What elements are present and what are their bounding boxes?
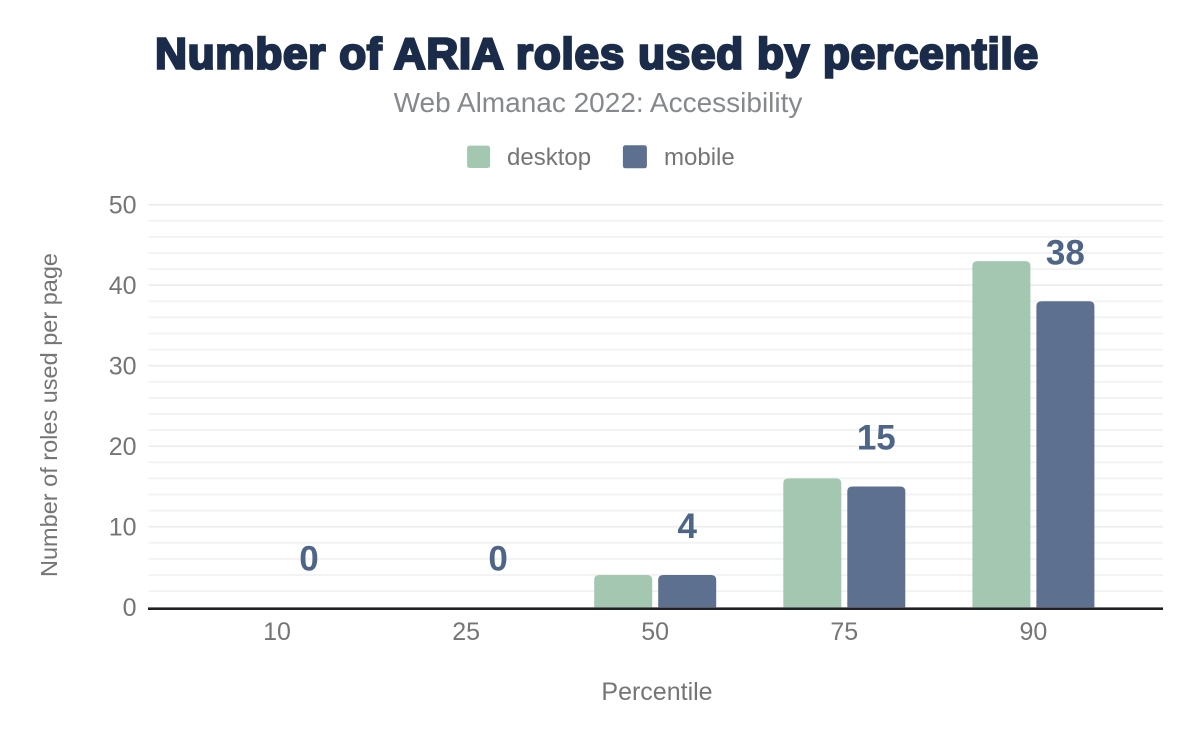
svg-text:38: 38 <box>1046 234 1085 273</box>
svg-text:20: 20 <box>109 433 137 461</box>
svg-text:Percentile: Percentile <box>601 678 712 706</box>
svg-text:75: 75 <box>830 618 858 646</box>
svg-text:50: 50 <box>109 191 137 219</box>
svg-text:desktop: desktop <box>507 144 591 171</box>
svg-text:15: 15 <box>857 419 896 458</box>
svg-text:4: 4 <box>677 507 697 546</box>
svg-text:10: 10 <box>263 618 291 646</box>
svg-text:0: 0 <box>488 539 507 578</box>
svg-text:0: 0 <box>123 594 137 622</box>
svg-text:90: 90 <box>1019 618 1047 646</box>
svg-text:25: 25 <box>452 618 480 646</box>
svg-text:50: 50 <box>641 618 669 646</box>
svg-text:40: 40 <box>109 272 137 300</box>
svg-text:10: 10 <box>109 513 137 541</box>
svg-text:Number of roles used per page: Number of roles used per page <box>36 253 62 577</box>
svg-text:mobile: mobile <box>664 144 735 171</box>
svg-text:30: 30 <box>109 352 137 380</box>
svg-text:Number of ARIA roles used by p: Number of ARIA roles used by percentile <box>155 30 1039 79</box>
svg-text:0: 0 <box>299 539 318 578</box>
svg-text:Web Almanac 2022: Accessibilit: Web Almanac 2022: Accessibility <box>394 87 803 118</box>
